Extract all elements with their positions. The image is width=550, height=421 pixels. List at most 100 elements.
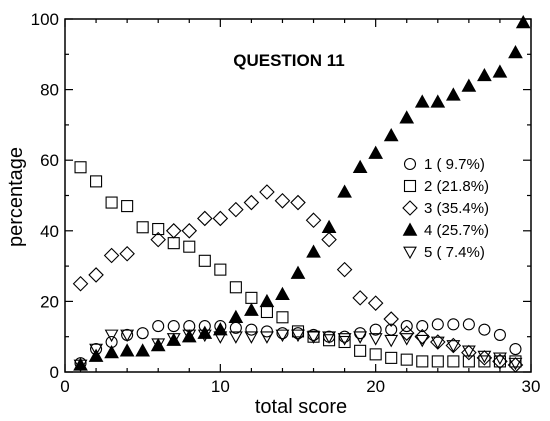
data-point-s5-shape [384,334,399,348]
legend-label: 1 ( 9.7%) [424,156,485,173]
data-point-s3 [383,311,399,327]
data-point-s4 [119,343,135,357]
data-point-s3 [461,344,477,361]
x-tick-label: 10 [211,377,230,396]
data-point-s1-shape [478,323,491,336]
chart-title: QUESTION 11 [233,51,344,70]
data-point-s1 [478,323,491,336]
legend-marker-s4-shape [402,222,418,236]
data-point-s2 [447,355,460,368]
data-point-s2-shape [478,355,491,368]
data-point-s5 [492,352,507,366]
data-point-s4 [399,110,415,124]
data-point-s4 [477,67,492,82]
data-point-s3 [165,223,182,239]
data-point-s1 [276,327,289,340]
data-point-s5-shape [477,350,492,364]
data-point-s5 [353,331,368,344]
data-point-s4-shape [383,127,399,142]
data-point-s2-shape [152,222,165,236]
data-point-s5 [166,333,181,346]
data-point-s3-shape [72,275,89,292]
data-point-s4 [290,265,306,279]
data-point-s3 [119,245,135,262]
data-point-s4 [445,87,461,101]
data-point-s4 [383,127,399,142]
data-point-s5 [415,334,430,348]
data-point-s5 [399,333,414,346]
legend-label: 5 ( 7.4%) [424,244,485,261]
data-point-s2 [431,355,444,368]
data-point-s2-shape [260,305,273,319]
data-point-s5-shape [275,329,290,343]
data-point-s3 [290,194,306,211]
data-point-s2 [121,200,134,213]
data-point-s3-shape [507,357,524,373]
data-point-s4-shape [259,293,275,308]
data-point-s5-shape [151,338,166,351]
data-point-s3-shape [228,201,244,218]
data-point-s3 [228,201,244,218]
data-point-s1-shape [400,320,413,333]
data-point-s2-shape [121,200,134,213]
data-point-s5 [120,329,135,343]
data-point-s1-shape [447,318,460,331]
data-point-s2-shape [105,196,118,209]
data-point-s4 [515,15,531,29]
data-point-s2 [152,222,165,236]
y-tick-label: 40 [40,222,59,241]
data-point-s3-shape [492,353,508,370]
data-point-s2 [214,263,227,276]
data-point-s5-shape [337,333,352,346]
data-point-s3-shape [150,231,166,248]
legend-marker-s5-shape [403,246,417,260]
x-axis-title: total score [255,396,347,418]
data-point-s5 [306,331,321,344]
data-point-s3-shape [165,223,182,239]
data-point-s2-shape [493,355,506,368]
data-point-s3-shape [290,194,306,211]
legend-marker-s2 [403,179,417,193]
data-point-s2 [478,355,491,368]
data-point-s1 [447,318,460,331]
data-point-s3-shape [383,311,399,327]
data-point-s2-shape [369,348,382,361]
data-point-s5 [104,329,119,343]
data-point-s5-shape [213,331,228,344]
data-point-s2-shape [198,254,211,267]
data-point-s4-shape [352,159,368,173]
data-point-s5 [508,357,523,371]
legend-label: 2 (21.8%) [424,178,489,195]
data-point-s3-shape [259,184,275,200]
data-point-s4 [275,286,290,301]
data-point-s5-shape [244,331,259,344]
data-point-s1-shape [431,318,444,331]
data-point-s1-shape [354,327,367,340]
data-point-s5 [461,345,476,358]
data-point-s3 [398,325,415,341]
data-point-s4 [104,345,119,359]
data-point-s4-shape [135,343,151,357]
data-point-s2 [198,254,211,267]
data-point-s2-shape [90,175,103,188]
data-point-s4-shape [104,345,119,359]
data-point-s1-shape [167,320,180,333]
data-point-s5-shape [368,333,383,346]
data-point-s5 [322,331,337,344]
data-point-s2-shape [400,353,413,366]
data-point-s5 [446,340,461,353]
legend-marker-s1 [403,157,417,171]
y-tick-label: 80 [40,81,59,100]
data-point-s5-shape [399,333,414,346]
data-point-s2-shape [385,351,398,364]
data-point-s2 [90,175,103,188]
data-point-s4-shape [290,265,306,279]
data-point-s3 [103,247,120,264]
data-point-s2-shape [167,237,180,250]
data-point-s3-shape [398,325,415,341]
legend-label: 4 (25.7%) [424,222,489,239]
data-point-s4-shape [275,286,290,301]
legend-label: 3 (35.4%) [424,200,489,217]
data-point-s3-shape [274,193,291,209]
